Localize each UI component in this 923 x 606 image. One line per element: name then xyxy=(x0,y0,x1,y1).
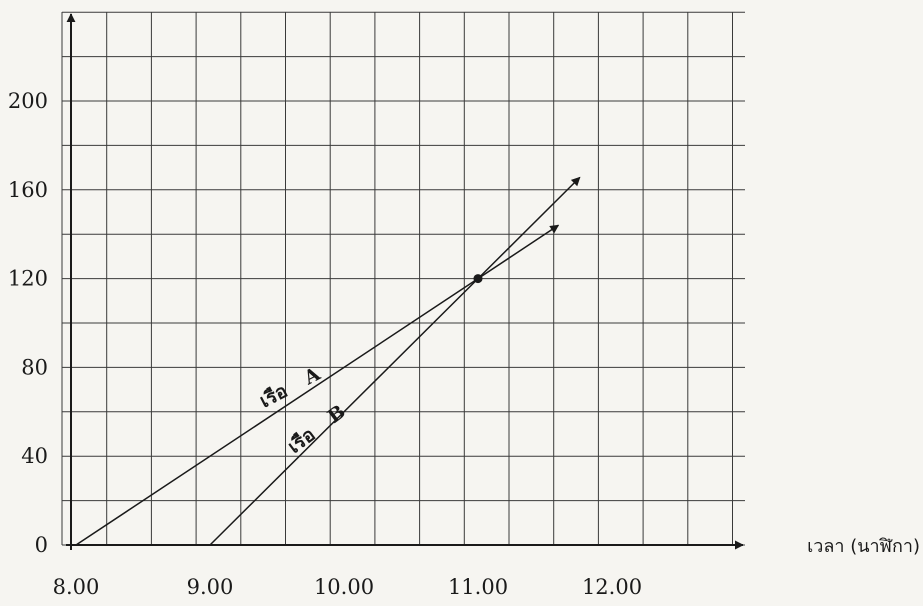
x-tick-label: 9.00 xyxy=(187,575,234,599)
intersection-point xyxy=(473,274,483,284)
axes xyxy=(66,13,744,550)
series-label-text: เรือ xyxy=(284,423,320,457)
y-tick-label: 120 xyxy=(8,267,48,291)
x-axis-title: เวลา (นาฬิกา) xyxy=(807,536,920,557)
y-tick-label: 200 xyxy=(8,89,48,113)
y-tick-label: 80 xyxy=(21,355,48,379)
series-line-b xyxy=(209,176,581,546)
x-tick-label: 12.00 xyxy=(582,575,642,599)
x-tick-label: 10.00 xyxy=(314,575,374,599)
x-tick-label: 8.00 xyxy=(53,575,100,599)
y-tick-label: 40 xyxy=(21,444,48,468)
y-tick-label: 0 xyxy=(35,533,48,557)
series-label-letter: B xyxy=(324,401,350,428)
series-label-a: เรือA xyxy=(256,363,324,413)
series-label-b: เรือB xyxy=(284,401,350,458)
series-group xyxy=(75,176,581,546)
grid xyxy=(61,11,745,546)
y-tick-label: 160 xyxy=(8,178,48,202)
x-tick-label: 11.00 xyxy=(448,575,508,599)
